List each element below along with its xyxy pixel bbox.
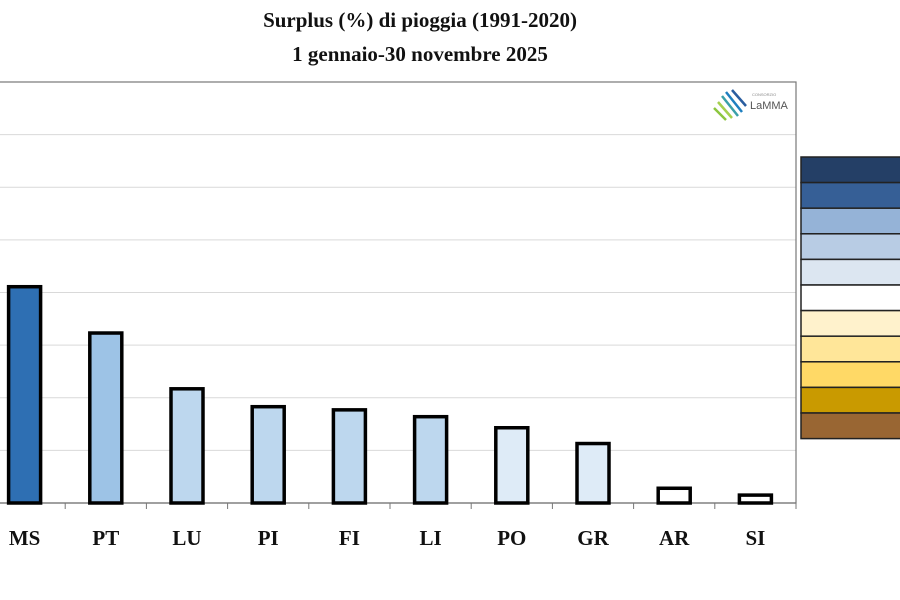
logo-text: LaMMA [750, 100, 788, 112]
x-tick-label: AR [659, 526, 690, 550]
chart-subtitle: 1 gennaio-30 novembre 2025 [292, 42, 548, 66]
x-tick-label: PO [497, 526, 526, 550]
x-tick-label: SI [745, 526, 765, 550]
legend-swatch [800, 207, 900, 235]
legend-swatch [800, 335, 900, 363]
x-tick-label: MS [9, 526, 41, 550]
x-tick-label: PI [258, 526, 279, 550]
legend-swatch [800, 386, 900, 414]
bar-si [737, 493, 774, 505]
legend-swatch [800, 309, 900, 337]
legend-swatch [800, 412, 900, 440]
x-tick-label: LU [172, 526, 201, 550]
bar-lu [169, 387, 205, 505]
x-tick-label: FI [339, 526, 360, 550]
legend-swatch [800, 156, 900, 184]
legend-swatch [800, 361, 900, 389]
bar-li [412, 414, 449, 505]
bar-po [494, 425, 530, 505]
bar-pi [250, 404, 286, 505]
x-tick-label: LI [420, 526, 442, 550]
legend-swatch [800, 233, 900, 261]
bar-gr [575, 441, 611, 505]
bar-pt [88, 331, 124, 505]
bar-ar [656, 486, 692, 505]
legend-swatch [800, 181, 900, 209]
lamma-logo: CONSORZIO LaMMA [712, 88, 792, 122]
chart-title: Surplus (%) di pioggia (1991-2020) [263, 8, 577, 32]
bar-fi [331, 408, 368, 505]
legend-swatch [800, 284, 900, 312]
logo-stripes-icon [713, 89, 747, 121]
legend-swatch [800, 258, 900, 286]
logo-subtext: CONSORZIO [752, 92, 777, 97]
bar-ms [6, 284, 43, 505]
x-tick-label: GR [577, 526, 609, 550]
x-tick-label: PT [92, 526, 119, 550]
